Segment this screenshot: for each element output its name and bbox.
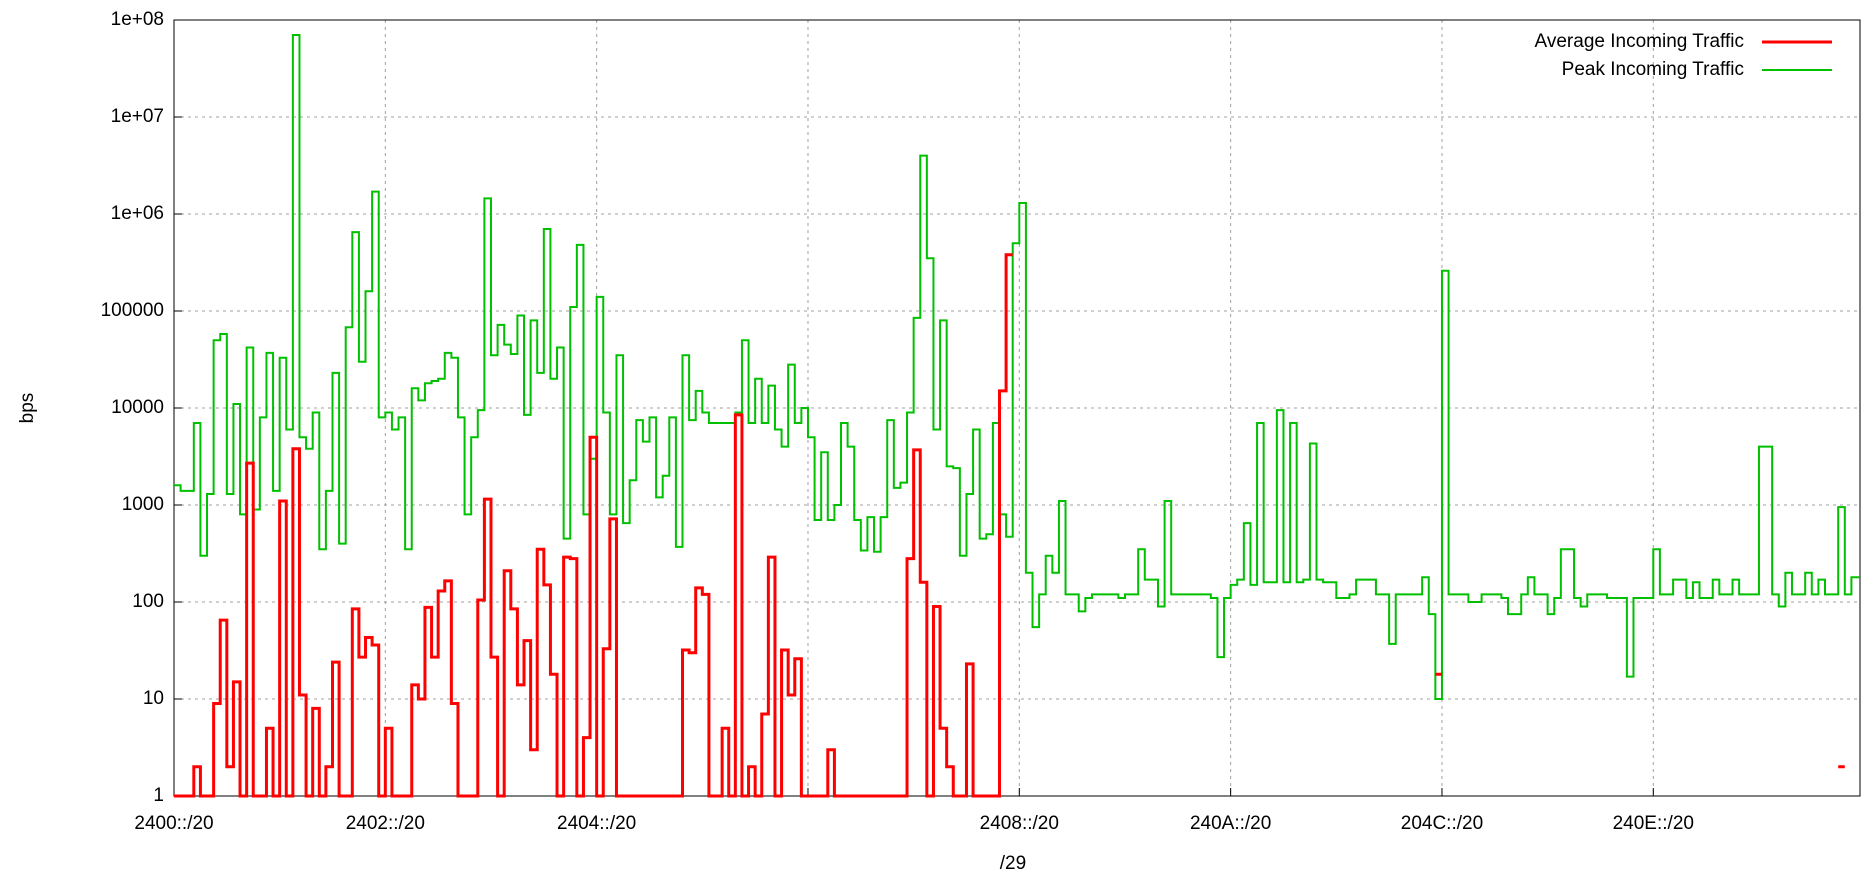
series-line — [174, 34, 1860, 700]
x-tick-label: 204C::/20 — [1401, 813, 1483, 834]
x-tick-label: 2408::/20 — [980, 813, 1059, 834]
y-tick-label: 1e+08 — [111, 9, 164, 30]
x-tick-label: 240A::/20 — [1190, 813, 1271, 834]
plot-frame — [173, 19, 1861, 797]
x-axis-label: /29 — [1000, 853, 1026, 874]
x-tick-label: 240E::/20 — [1613, 813, 1694, 834]
x-tick-label: 2404::/20 — [557, 813, 636, 834]
y-tick-label: 1 — [153, 785, 164, 806]
series-line — [174, 253, 1845, 798]
y-tick-label: 10 — [143, 688, 164, 709]
y-tick-label: 1e+06 — [111, 203, 164, 224]
x-tick-label: 2400::/20 — [134, 813, 213, 834]
y-axis-label: bps — [17, 393, 38, 424]
y-tick-label: 100000 — [101, 300, 164, 321]
y-tick-label: 10000 — [111, 397, 164, 418]
legend-label: Peak Incoming Traffic — [1562, 59, 1744, 80]
y-tick-label: 1000 — [122, 494, 164, 515]
legend-label: Average Incoming Traffic — [1535, 31, 1744, 52]
y-tick-label: 1e+07 — [111, 106, 164, 127]
x-tick-label: 2402::/20 — [346, 813, 425, 834]
y-tick-label: 100 — [132, 591, 164, 612]
